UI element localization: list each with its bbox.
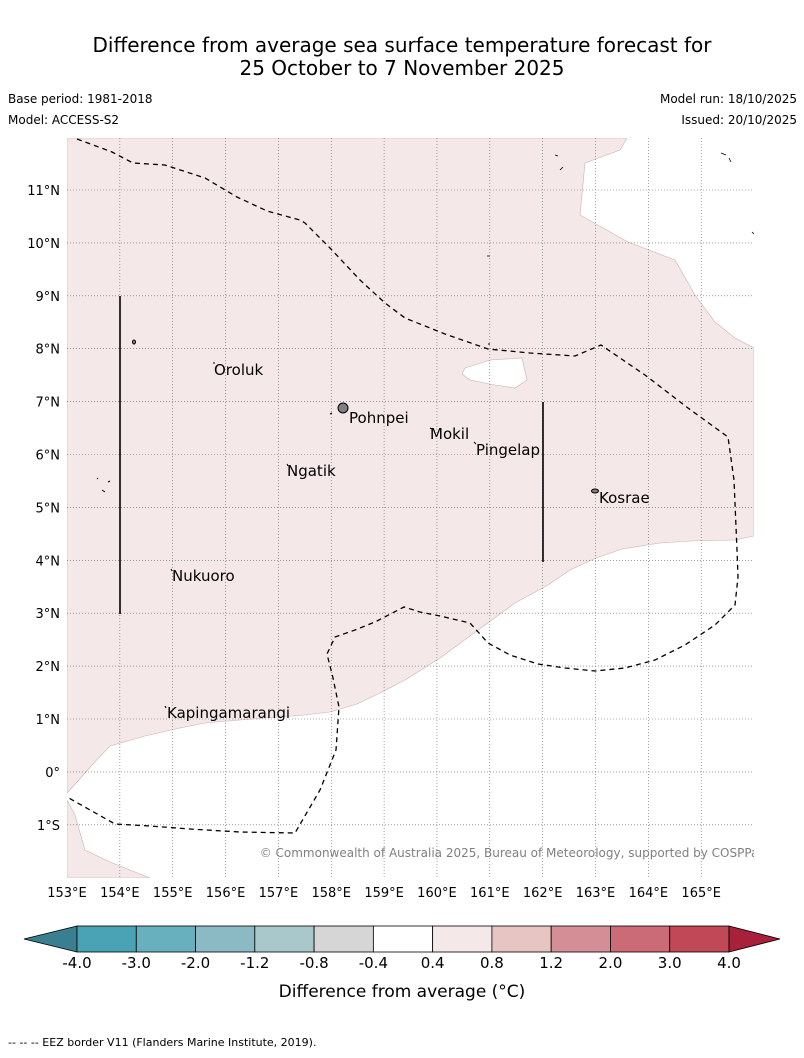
colorbar-tick-label: 3.0 [658, 954, 682, 972]
longitude-label: 157°E [259, 886, 299, 901]
longitude-label: 164°E [629, 886, 669, 901]
colorbar-tick-label: -4.0 [62, 954, 91, 972]
latitude-label: 2°N [36, 660, 61, 675]
colorbar-segment [550, 925, 611, 953]
place-label: Oroluk [214, 361, 263, 379]
colorbar-tick-label: -1.2 [240, 954, 269, 972]
neutral-patch [461, 357, 528, 389]
latitude-label: 1°S [37, 819, 60, 834]
colorbar-segment [669, 925, 730, 953]
chart-title-line1: Difference from average sea surface temp… [92, 33, 712, 57]
place-label: Pohnpei [349, 409, 409, 427]
place-label: Nukuoro [172, 567, 235, 585]
colorbar-segment [76, 925, 137, 953]
latitude-label: 9°N [36, 290, 61, 305]
longitude-label: 158°E [311, 886, 351, 901]
longitude-label: 160°E [417, 886, 457, 901]
place-label: Kapingamarangi [167, 704, 290, 722]
longitude-label: 161°E [470, 886, 510, 901]
colorbar-tick-label: 0.8 [480, 954, 504, 972]
eez-footnote: -- -- -- EEZ border V11 (Flanders Marine… [8, 1036, 317, 1049]
colorbar-segment [491, 925, 552, 953]
latitude-label: 1°N [36, 713, 61, 728]
longitude-label: 154°E [100, 886, 140, 901]
island-markers [96, 339, 599, 709]
colorbar-extend-high [728, 925, 781, 953]
model-text: Model: ACCESS-S2 [8, 113, 120, 127]
chart-title-line2: 25 October to 7 November 2025 [239, 56, 565, 80]
latitude-label: 5°N [36, 501, 61, 516]
colorbar-label: Difference from average (°C) [279, 982, 526, 1002]
colorbar-extend-low [23, 925, 78, 953]
colorbar-tick-label: -2.0 [181, 954, 210, 972]
colorbar-segment [372, 925, 434, 953]
latitude-label: 7°N [36, 396, 61, 411]
place-label: Ngatik [287, 462, 336, 480]
warm-anomaly-region [67, 138, 754, 794]
colorbar-tick-label: -0.8 [299, 954, 328, 972]
longitude-label: 162°E [523, 886, 563, 901]
longitude-label: 163°E [576, 886, 616, 901]
latitude-label: 10°N [27, 237, 60, 252]
colorbar-tick-label: 4.0 [717, 954, 741, 972]
eez-border [67, 138, 739, 834]
colorbar-segment [135, 925, 196, 953]
colorbar: -4.0 -3.0 -2.0 -1.2 -0.8 -0.4 0.4 0.8 1.2 2.0 3.0 4… [23, 925, 781, 972]
latitude-label: 8°N [36, 343, 61, 358]
place-label: Mokil [430, 425, 469, 443]
colorbar-segment [254, 925, 315, 953]
reef-mark [487, 152, 754, 257]
colorbar-segment [432, 925, 493, 953]
colorbar-segment [195, 925, 256, 953]
warm-patch-sw [67, 799, 151, 878]
longitude-label: 155°E [153, 886, 193, 901]
colorbar-tick-label: 0.4 [421, 954, 445, 972]
place-label: Pingelap [476, 441, 540, 459]
longitude-label: 159°E [364, 886, 404, 901]
latitude-label: 0° [45, 766, 60, 781]
model-run-text: Model run: 18/10/2025 [659, 92, 797, 106]
longitude-label: 165°E [681, 886, 721, 901]
place-label: Kosrae [599, 489, 650, 507]
longitude-label: 156°E [206, 886, 246, 901]
base-period-text: Base period: 1981-2018 [8, 92, 153, 106]
colorbar-tick-label: -0.4 [359, 954, 388, 972]
colorbar-segment [610, 925, 671, 953]
copyright-text: © Commonwealth of Australia 2025, Bureau… [260, 846, 765, 860]
map-grid [67, 138, 754, 878]
latitude-label: 3°N [36, 607, 61, 622]
colorbar-tick-label: 1.2 [539, 954, 563, 972]
latitude-label: 4°N [36, 554, 61, 569]
latitude-label: 6°N [36, 449, 61, 464]
longitude-label: 153°E [47, 886, 87, 901]
latitude-label: 11°N [27, 184, 60, 199]
colorbar-tick-label: -3.0 [122, 954, 151, 972]
colorbar-tick-label: 2.0 [599, 954, 623, 972]
colorbar-segment [313, 925, 374, 953]
issued-text: Issued: 20/10/2025 [681, 113, 797, 127]
